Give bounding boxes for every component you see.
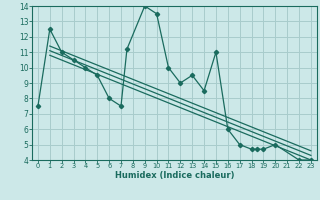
X-axis label: Humidex (Indice chaleur): Humidex (Indice chaleur) [115, 171, 234, 180]
